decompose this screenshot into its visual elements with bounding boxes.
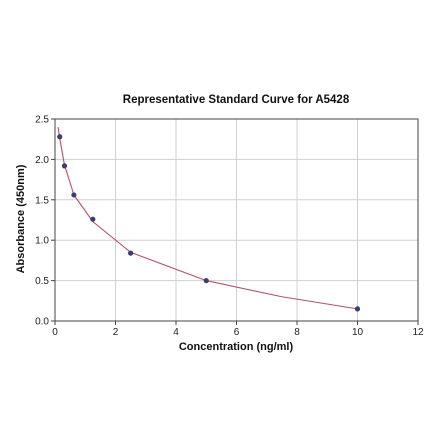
axes: 0 2 4 6 8 10 12 0.0 0.5 1.0 1.5 2.0 2.5 [35,115,424,339]
x-tick-label-0: 0 [52,327,58,338]
data-point-4 [128,250,134,256]
grid-lines [55,119,418,321]
y-tick-label-3: 1.5 [35,195,49,206]
x-axis-label: Concentration (ng/ml) [179,341,294,353]
x-tick-label-4: 8 [294,327,300,338]
x-tick-label-6: 12 [412,327,424,338]
data-points [57,134,361,312]
x-tick-label-1: 2 [113,327,119,338]
y-tick-label-4: 2.0 [35,155,49,166]
data-point-1 [61,163,68,169]
y-tick-label-2: 1.0 [35,236,49,247]
y-axis-label: Absorbance (450nm) [15,164,27,273]
x-tick-label-2: 4 [173,327,179,338]
data-point-3 [90,216,96,222]
x-tick-label-3: 6 [234,327,240,338]
data-point-2 [71,192,77,198]
data-point-5 [203,278,209,284]
y-tick-label-0: 0.0 [35,317,49,328]
data-point-0 [57,134,63,140]
data-point-6 [354,306,361,312]
chart-title: Representative Standard Curve for A5428 [123,94,350,106]
y-tick-label-5: 2.5 [35,115,49,126]
y-tick-label-1: 0.5 [35,276,49,287]
x-tick-label-5: 10 [352,327,364,338]
